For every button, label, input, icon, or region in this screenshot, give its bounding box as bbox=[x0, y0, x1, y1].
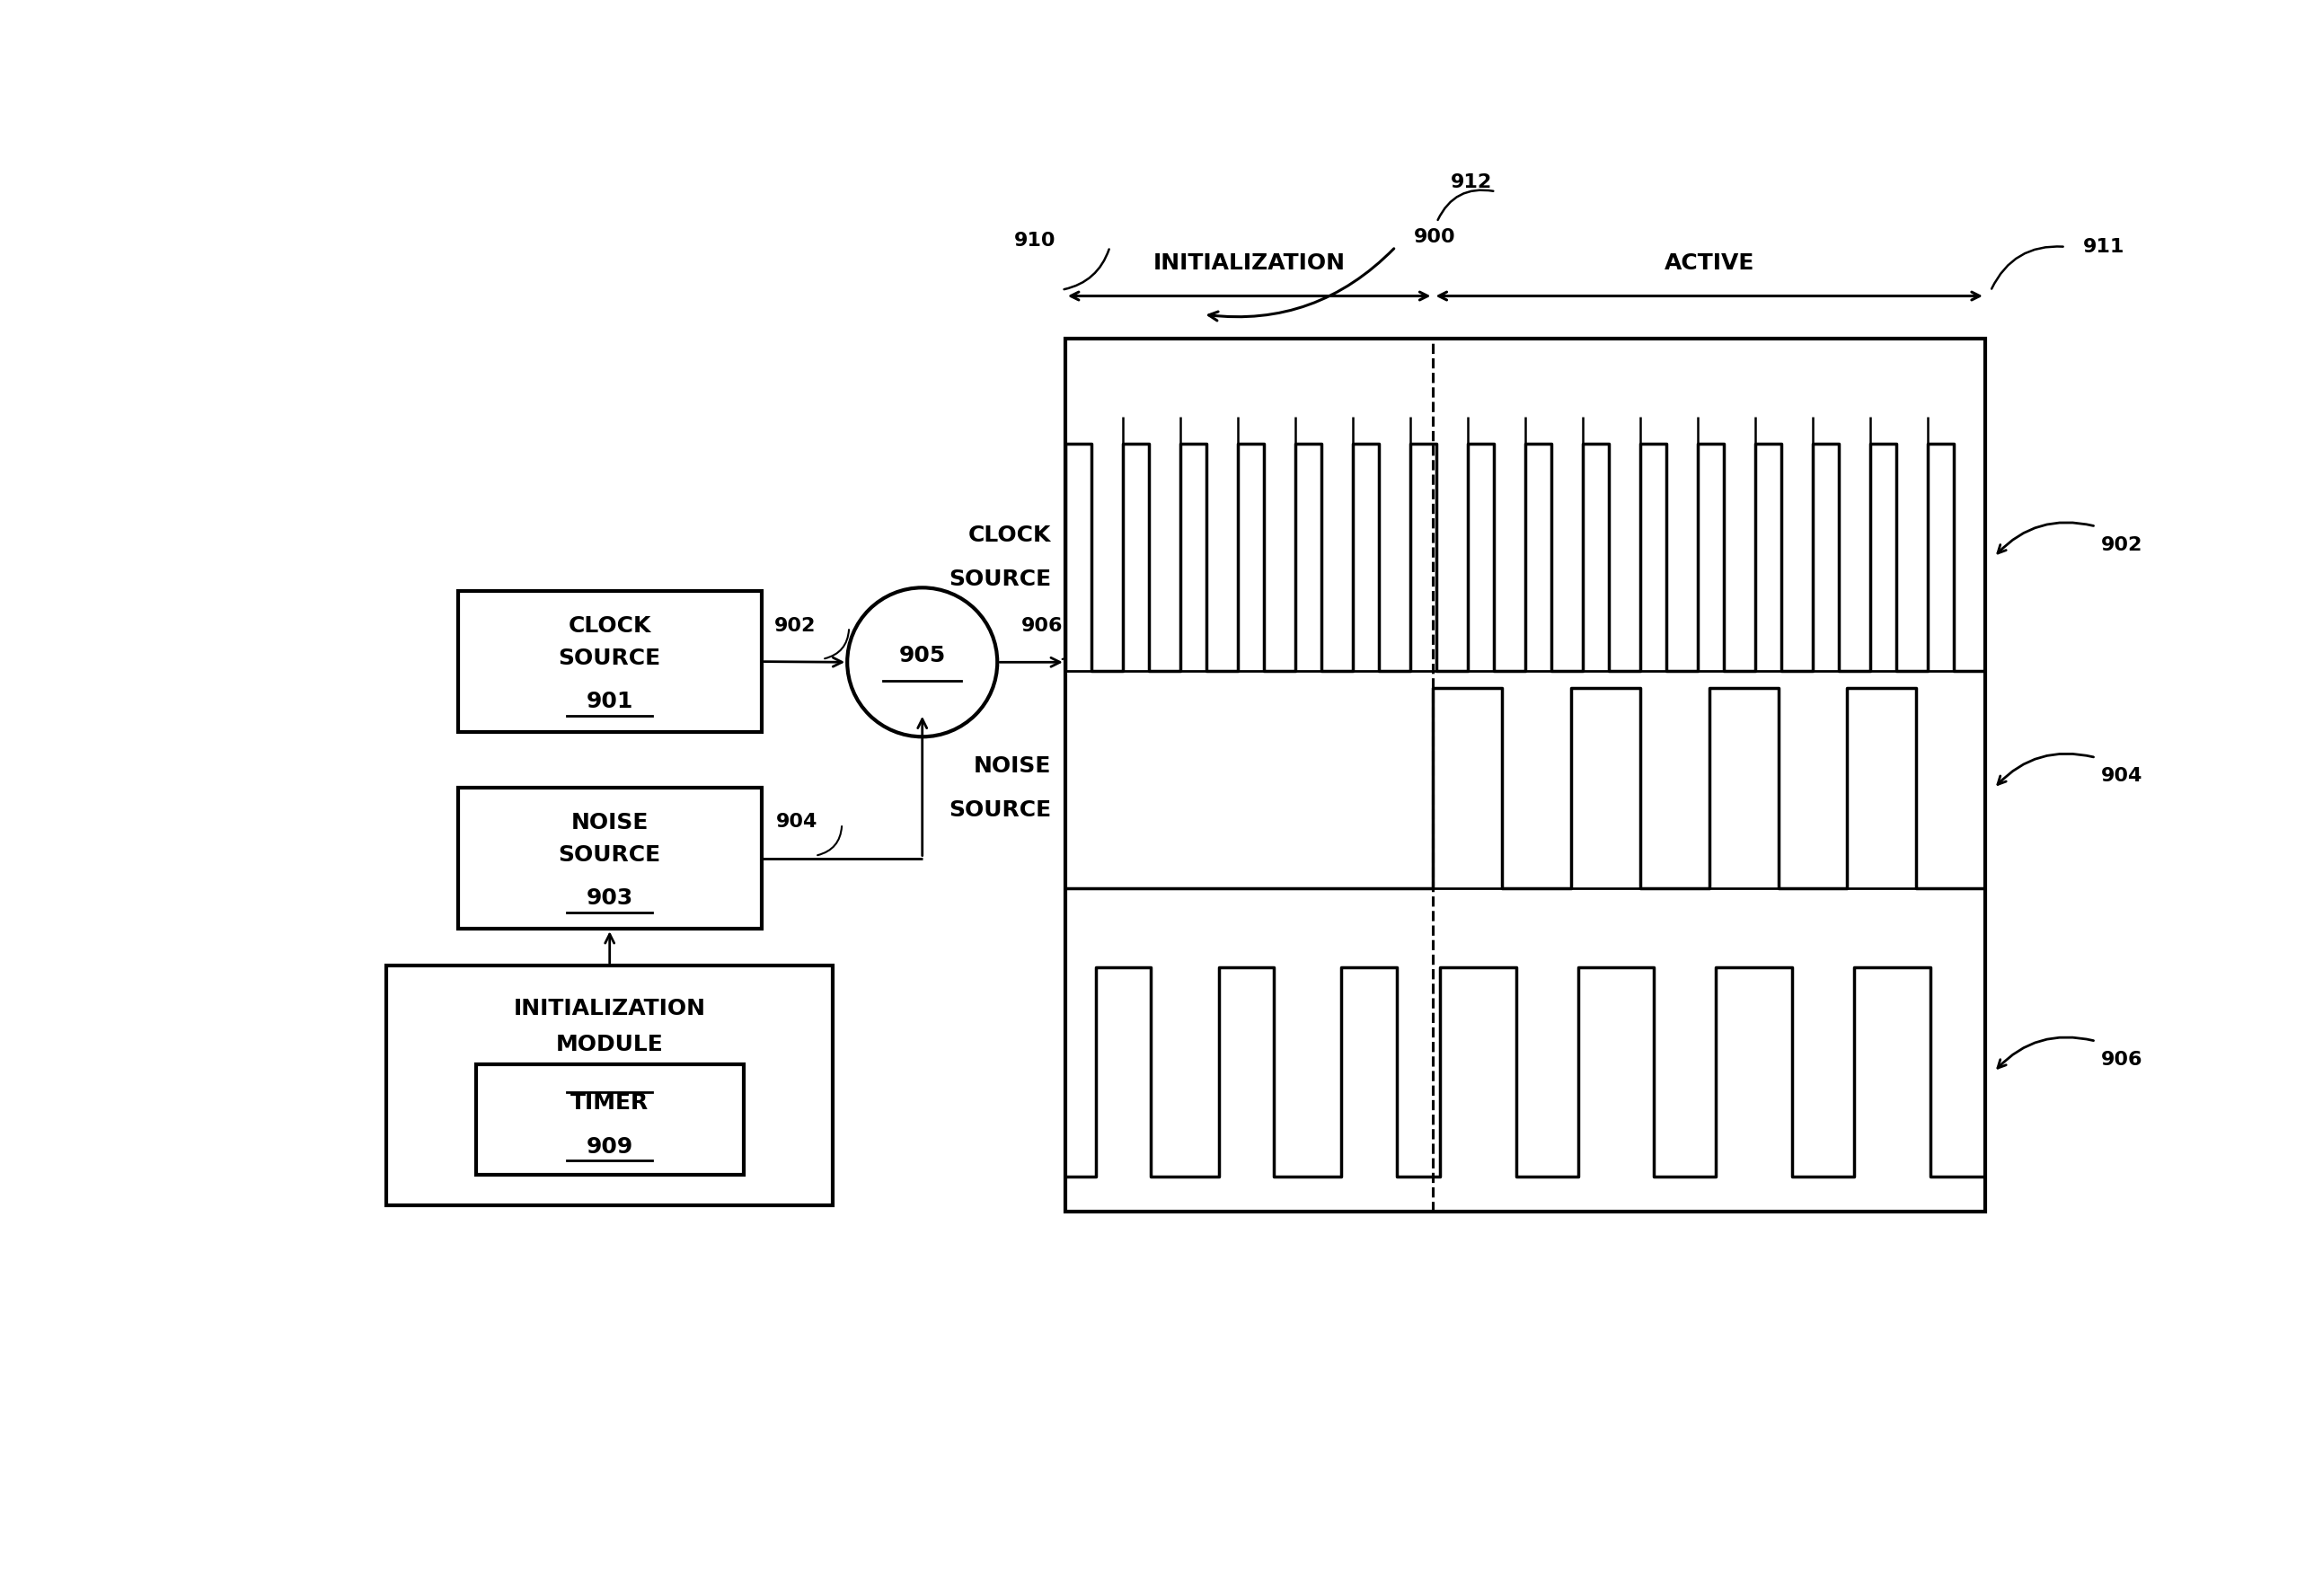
Text: 908: 908 bbox=[585, 1068, 634, 1088]
Text: 909: 909 bbox=[585, 1136, 634, 1157]
Text: 906: 906 bbox=[2102, 1050, 2144, 1069]
Text: 901: 901 bbox=[585, 691, 634, 712]
Text: INITIALIZATION: INITIALIZATION bbox=[1152, 252, 1346, 275]
Bar bbox=[387, 966, 832, 1205]
Text: SOURCE: SOURCE bbox=[558, 648, 662, 670]
Text: 910: 910 bbox=[1014, 231, 1056, 249]
Text: NOISE: NOISE bbox=[973, 755, 1051, 777]
Text: 904: 904 bbox=[777, 814, 818, 832]
Text: INITIALIZATION: INITIALIZATION bbox=[514, 998, 705, 1020]
Text: SOURCE: SOURCE bbox=[947, 800, 1051, 822]
Text: TIMER: TIMER bbox=[569, 1092, 650, 1114]
Bar bbox=[459, 591, 761, 733]
Text: NOISE: NOISE bbox=[572, 812, 648, 833]
Text: 900: 900 bbox=[1413, 228, 1454, 246]
Text: ACTIVE: ACTIVE bbox=[1664, 252, 1754, 275]
Text: 903: 903 bbox=[585, 887, 634, 908]
Text: 906: 906 bbox=[1021, 618, 1063, 635]
Text: MODULE: MODULE bbox=[556, 1034, 664, 1055]
Text: 912: 912 bbox=[1452, 174, 1494, 192]
Bar bbox=[1065, 338, 1985, 1211]
Text: 911: 911 bbox=[2084, 238, 2125, 255]
Text: SOURCE: SOURCE bbox=[558, 844, 662, 867]
Text: 902: 902 bbox=[774, 616, 816, 635]
Text: 904: 904 bbox=[2102, 768, 2144, 785]
Text: SOURCE: SOURCE bbox=[947, 568, 1051, 591]
Bar bbox=[475, 1065, 745, 1175]
Bar bbox=[459, 787, 761, 929]
Text: CLOCK: CLOCK bbox=[569, 616, 650, 637]
Text: 902: 902 bbox=[2102, 536, 2144, 554]
Text: 905: 905 bbox=[899, 645, 945, 667]
Text: CLOCK: CLOCK bbox=[968, 523, 1051, 546]
Ellipse shape bbox=[848, 587, 998, 737]
